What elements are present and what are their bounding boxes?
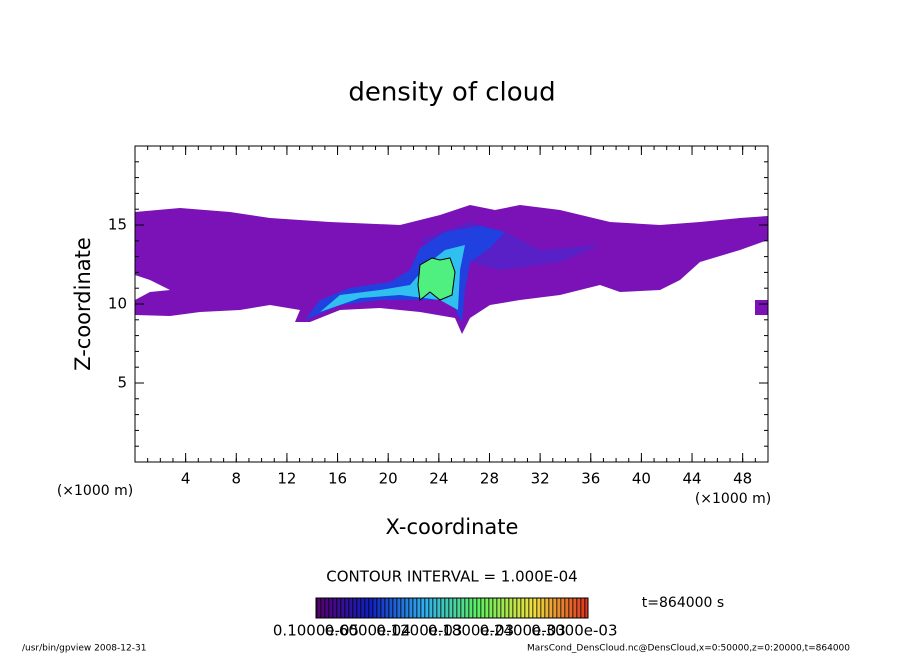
- time-label: t=864000 s: [642, 595, 724, 611]
- x-tick-label: 4: [181, 470, 191, 488]
- y-axis-label: Z-coordinate: [71, 237, 95, 371]
- colorbar-label: 0.2400e-03: [480, 622, 566, 640]
- x-tick-label: 16: [328, 470, 347, 488]
- colorbar-label: 0.6000e-04: [325, 622, 411, 640]
- x-unit-right: (×1000 m): [695, 491, 771, 507]
- x-tick-label: 48: [733, 470, 752, 488]
- x-tick-label: 44: [682, 470, 701, 488]
- cloud-field: [135, 205, 768, 334]
- x-tick-label: 24: [429, 470, 448, 488]
- x-tick-label: 20: [379, 470, 398, 488]
- x-tick-label: 32: [531, 470, 550, 488]
- y-tick-label: 5: [117, 374, 127, 392]
- x-tick-label: 12: [277, 470, 296, 488]
- x-unit-left: (×1000 m): [57, 483, 133, 499]
- x-tick-label: 28: [480, 470, 499, 488]
- y-tick-label: 15: [108, 216, 127, 234]
- colorbar-label: 0.3000e-03: [531, 622, 617, 640]
- x-axis-label: X-coordinate: [386, 515, 519, 539]
- chart-title: density of cloud: [348, 78, 555, 108]
- x-tick-label: 36: [581, 470, 600, 488]
- colorbar-label: 0.1800e-03: [428, 622, 514, 640]
- x-tick-label: 8: [232, 470, 242, 488]
- footer-right: MarsCond_DensCloud.nc@DensCloud,x=0:5000…: [527, 644, 850, 654]
- colorbar-stripes: [315, 597, 589, 619]
- contour-interval: CONTOUR INTERVAL = 1.000E-04: [326, 568, 577, 586]
- y-tick-label: 10: [108, 295, 127, 313]
- colorbar-label: 0.1200e-03: [376, 622, 462, 640]
- footer-left: /usr/bin/gpview 2008-12-31: [22, 644, 146, 654]
- x-tick-label: 40: [632, 470, 651, 488]
- colorbar-label: 0.1000e-05: [273, 622, 359, 640]
